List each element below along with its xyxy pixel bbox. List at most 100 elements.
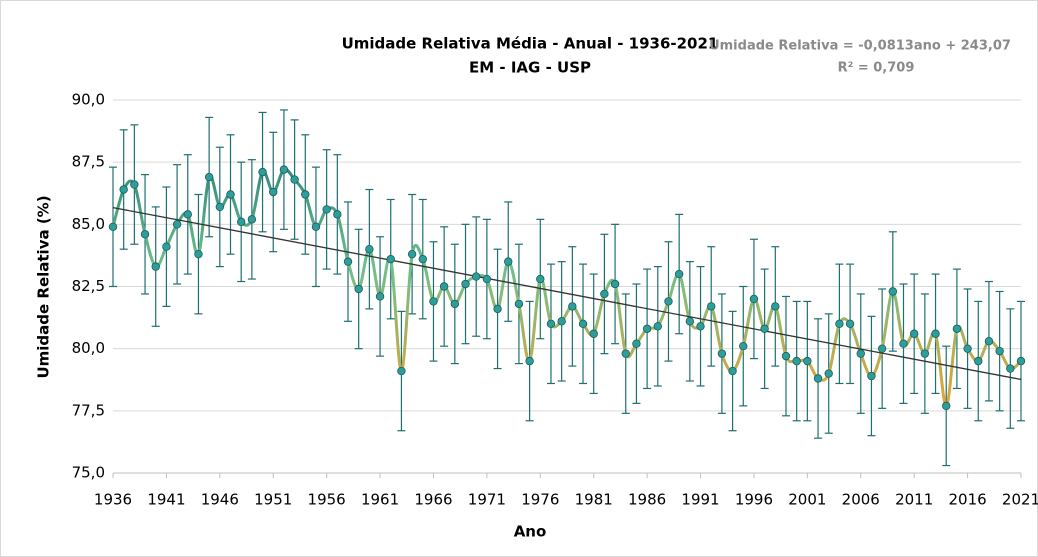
data-point (674, 269, 684, 279)
data-point (621, 349, 630, 358)
data-point (258, 167, 267, 177)
data-point (450, 299, 460, 309)
x-tick-label: 1941 (147, 491, 185, 509)
data-point (397, 366, 406, 376)
data-point (461, 279, 470, 289)
data-point (151, 262, 160, 271)
data-point (236, 217, 246, 227)
x-tick-label: 1991 (681, 491, 719, 509)
data-point (226, 190, 235, 199)
data-point (290, 175, 299, 184)
y-tick-label: 82,5 (72, 277, 105, 295)
data-point (1006, 364, 1015, 373)
data-point (269, 187, 278, 197)
data-point (984, 337, 994, 346)
data-point (696, 322, 705, 331)
data-point (899, 339, 908, 348)
x-tick-label: 1951 (254, 491, 292, 509)
data-point (429, 297, 438, 306)
data-point (546, 319, 556, 328)
data-point (439, 282, 449, 291)
data-point (322, 205, 331, 214)
data-point (963, 344, 972, 353)
data-point (514, 299, 524, 309)
x-tick-label: 1971 (468, 491, 506, 509)
data-point (867, 371, 876, 381)
trend-equation: Umidade Relativa = -0,0813ano + 243,07 (709, 39, 1011, 54)
data-point (685, 317, 695, 326)
y-tick-label: 85,0 (72, 215, 105, 233)
x-tick-label: 1956 (308, 491, 346, 509)
data-point (771, 302, 780, 311)
data-point (418, 254, 427, 264)
data-point (653, 322, 662, 331)
data-point (183, 210, 192, 219)
y-tick-label: 80,0 (72, 339, 105, 357)
x-tick-label: 2006 (842, 491, 880, 509)
x-tick-label: 1961 (361, 491, 399, 509)
data-point (845, 319, 855, 328)
data-point (888, 287, 898, 296)
x-tick-label: 2016 (948, 491, 986, 509)
data-point (728, 366, 737, 376)
data-point (578, 319, 588, 328)
x-tick-label: 2001 (788, 491, 826, 509)
chart-subtitle: EM - IAG - USP (469, 59, 591, 77)
x-tick-label: 1976 (521, 491, 559, 509)
data-point (877, 344, 887, 353)
x-tick-label: 1981 (575, 491, 613, 509)
data-point (386, 254, 395, 264)
data-point (536, 274, 545, 284)
data-point (1016, 356, 1026, 366)
data-point (365, 244, 374, 254)
y-tick-label: 75,0 (72, 464, 105, 482)
data-point (589, 329, 598, 338)
data-point (247, 215, 257, 224)
y-tick-label: 87,5 (72, 153, 105, 171)
data-point (931, 329, 940, 338)
data-point (707, 302, 716, 311)
data-point (749, 294, 759, 304)
data-point (215, 202, 225, 212)
data-point (204, 172, 214, 182)
data-point (835, 319, 844, 328)
data-point (557, 317, 566, 326)
data-point (856, 349, 865, 358)
data-point (119, 185, 128, 194)
data-point (172, 220, 182, 229)
data-point (760, 324, 769, 333)
data-point (632, 339, 641, 348)
data-point (610, 279, 620, 289)
data-point (482, 274, 492, 284)
data-point (333, 210, 342, 219)
y-axis-label: Umidade Relativa (%) (35, 195, 53, 378)
data-point (824, 369, 833, 378)
data-point (472, 272, 481, 281)
data-point (525, 356, 534, 366)
x-axis-label: Ano (514, 523, 547, 541)
data-point (162, 242, 171, 251)
data-point (920, 349, 930, 358)
data-point (194, 249, 203, 259)
data-point (995, 346, 1004, 356)
x-tick-label: 1936 (94, 491, 132, 509)
data-point (130, 180, 139, 189)
data-point (354, 284, 363, 294)
data-point (301, 190, 310, 199)
data-point (600, 289, 609, 299)
data-point (568, 302, 577, 311)
x-tick-label: 2011 (895, 491, 933, 509)
data-point (792, 356, 801, 366)
data-point (942, 401, 951, 411)
x-tick-label: 1966 (414, 491, 452, 509)
data-point (311, 222, 321, 232)
data-point (504, 257, 513, 266)
data-point (974, 356, 983, 366)
data-point (642, 324, 652, 333)
data-point (279, 165, 289, 174)
y-tick-label: 90,0 (72, 91, 105, 109)
data-point (493, 304, 502, 314)
x-tick-label: 1986 (628, 491, 666, 509)
data-point (813, 374, 823, 383)
